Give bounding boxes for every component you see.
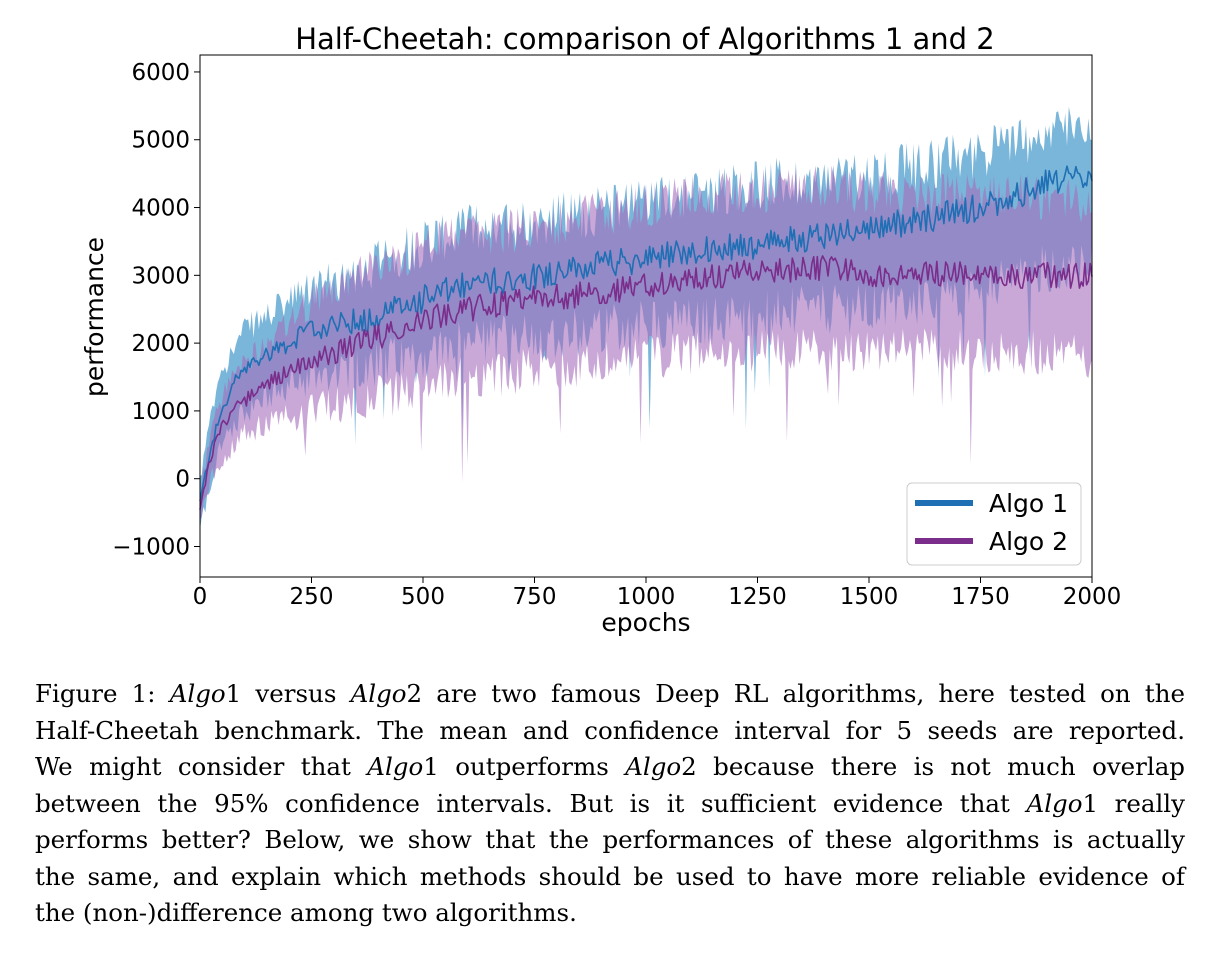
y-axis-title: performance [80, 237, 109, 397]
caption-text: We might consider that [35, 752, 368, 781]
caption-text: 1 outperforms [423, 752, 626, 781]
caption-line: Half-Cheetah benchmark. The mean and con… [35, 713, 1185, 750]
caption-line: the (non-)difference among two algorithm… [35, 895, 1185, 932]
y-tick-label: 0 [175, 467, 190, 493]
legend-label-algo-1: Algo 1 [989, 489, 1068, 518]
caption-line: between the 95% confidence intervals. Bu… [35, 786, 1185, 823]
y-tick-label: 1000 [131, 399, 190, 425]
caption-text: 1 really [1082, 788, 1185, 818]
caption-line: We might consider that Algo1 outperforms… [35, 749, 1185, 786]
y-tick-label: −1000 [112, 534, 190, 560]
x-tick-label: 250 [290, 584, 334, 610]
x-tick-label: 750 [513, 584, 557, 610]
caption-line: the same, and explain which methods shou… [35, 859, 1185, 896]
y-tick-label: 5000 [131, 128, 190, 154]
caption-italic-text: Algo [625, 752, 682, 781]
caption-text: Half-Cheetah benchmark. The mean and con… [35, 715, 1185, 745]
x-tick-label: 2000 [1063, 584, 1122, 610]
caption-italic-text: Algo [350, 679, 407, 708]
caption-text: performs better? Below, we show that the… [35, 825, 1185, 854]
confidence-band-algo-2 [200, 165, 1092, 519]
x-tick-label: 1750 [951, 584, 1010, 610]
x-tick-label: 1500 [840, 584, 899, 610]
legend: Algo 1 Algo 2 [906, 482, 1082, 566]
caption-text: 2 are two famous Deep RL algorithms, her… [406, 679, 1185, 708]
caption-text: the (non-)difference among two algorithm… [35, 898, 577, 927]
y-tick-label: 4000 [131, 196, 190, 222]
y-tick-label: 2000 [131, 331, 190, 357]
caption-text: between the 95% confidence intervals. Bu… [35, 788, 1027, 818]
x-tick-label: 0 [193, 584, 208, 610]
x-tick-label: 1250 [728, 584, 787, 610]
chart-title: Half-Cheetah: comparison of Algorithms 1… [295, 22, 995, 56]
caption-italic-text: Algo [367, 752, 424, 781]
caption-line: Figure 1: Algo1 versus Algo2 are two fam… [35, 676, 1185, 713]
x-tick-label: 500 [401, 584, 445, 610]
x-axis-title: epochs [601, 608, 690, 637]
x-tick-label: 1000 [617, 584, 676, 610]
caption-italic-text: Algo [1026, 788, 1083, 818]
plot-area [199, 106, 1093, 530]
y-tick-label: 6000 [131, 60, 190, 86]
caption-text: 1 versus [225, 679, 351, 708]
caption-italic-text: Algo [169, 679, 226, 708]
axes: 0 250 500 750 1000 1250 1500 1750 2000−100001000… [112, 60, 1121, 610]
figure-caption: Figure 1: Algo1 versus Algo2 are two fam… [35, 676, 1185, 932]
legend-label-algo-2: Algo 2 [989, 527, 1068, 556]
y-tick-label: 3000 [131, 263, 190, 289]
caption-text: the same, and explain which methods shou… [35, 861, 1185, 891]
caption-text: Figure 1: [35, 679, 170, 708]
caption-text: 2 because there is not much overlap [681, 752, 1185, 781]
series-line-algo-2 [199, 255, 1093, 510]
caption-line: performs better? Below, we show that the… [35, 822, 1185, 859]
chart: Half-Cheetah: comparison of Algorithms 1… [80, 22, 1121, 637]
series-line-algo-1 [199, 165, 1093, 502]
